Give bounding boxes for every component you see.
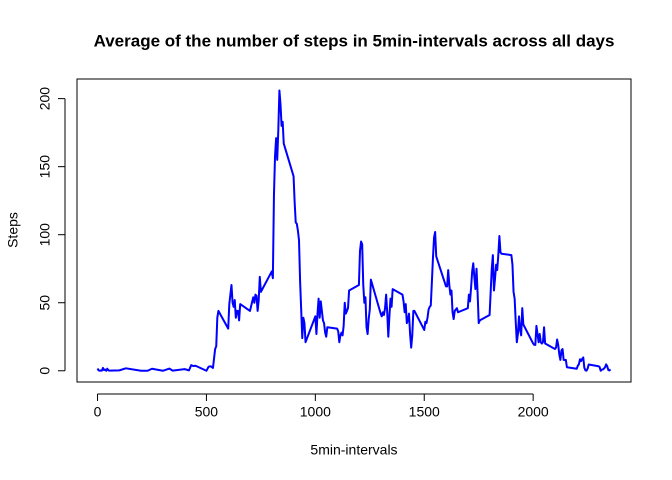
y-axis-label: Steps — [5, 212, 21, 248]
y-tick-label: 0 — [37, 367, 53, 375]
y-tick-label: 200 — [37, 87, 53, 111]
x-tick-label: 2000 — [518, 404, 549, 420]
y-tick-label: 100 — [37, 223, 53, 247]
data-line — [96, 89, 612, 372]
x-tick-label: 0 — [94, 404, 102, 420]
y-tick-label: 150 — [37, 155, 53, 179]
x-tick-label: 1500 — [409, 404, 440, 420]
x-tick-label: 1000 — [300, 404, 331, 420]
chart-title: Average of the number of steps in 5min-i… — [94, 31, 615, 50]
x-axis-label: 5min-intervals — [310, 442, 397, 458]
y-tick-label: 50 — [37, 295, 53, 311]
x-tick-label: 500 — [195, 404, 219, 420]
plot-box — [76, 78, 632, 383]
